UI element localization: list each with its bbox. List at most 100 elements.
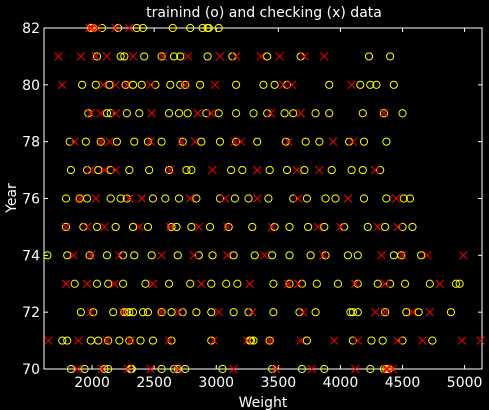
checking-point-x: [146, 80, 155, 90]
training-point-o: [176, 80, 185, 89]
training-point-o: [359, 194, 369, 203]
checking-point-x: [252, 165, 262, 175]
training-point-o: [289, 194, 298, 203]
checking-point-x: [148, 279, 158, 289]
training-point-o: [181, 80, 190, 89]
training-point-o: [197, 137, 206, 146]
training-point-o: [100, 364, 109, 374]
checking-point-x: [124, 23, 134, 33]
checking-point-x: [85, 23, 94, 33]
checking-point-x: [256, 52, 266, 61]
training-point-o: [122, 109, 131, 118]
checking-point-x: [173, 364, 183, 374]
training-point-o: [306, 251, 315, 260]
training-point-o: [86, 23, 95, 33]
training-point-o: [186, 279, 195, 288]
training-point-o: [174, 109, 184, 118]
checking-point-x: [54, 52, 63, 61]
checking-point-x: [165, 165, 175, 175]
training-point-o: [176, 52, 185, 61]
checking-point-x: [347, 80, 356, 90]
training-point-o: [172, 222, 181, 232]
checking-point-x: [423, 250, 432, 260]
checking-point-x: [61, 279, 71, 289]
training-point-o: [269, 279, 278, 288]
training-point-o: [84, 109, 93, 118]
checking-point-x: [92, 23, 102, 33]
training-point-o: [63, 251, 72, 260]
training-point-o: [265, 336, 274, 345]
checking-point-x: [100, 222, 109, 232]
checking-point-x: [102, 52, 112, 61]
checking-point-x: [111, 23, 121, 33]
training-point-o: [425, 279, 434, 288]
checking-point-x: [123, 364, 133, 374]
x-tick-label: 2000: [74, 375, 110, 391]
training-point-o: [320, 364, 329, 374]
training-point-o: [253, 137, 262, 146]
training-point-o: [169, 52, 179, 61]
training-point-o: [116, 52, 125, 61]
checking-point-x: [61, 222, 71, 232]
checking-point-x: [380, 307, 390, 317]
checking-point-x: [391, 194, 401, 203]
checking-point-x: [110, 279, 119, 289]
checking-point-x: [86, 307, 96, 317]
training-point-o: [135, 109, 144, 118]
training-point-o: [89, 308, 98, 317]
checking-point-x: [223, 250, 232, 260]
training-point-o: [63, 336, 72, 345]
training-point-o: [353, 308, 362, 317]
checking-point-x: [134, 222, 144, 232]
training-point-o: [399, 194, 408, 203]
checking-point-x: [91, 52, 101, 61]
training-point-o: [82, 194, 92, 203]
checking-point-x: [236, 137, 246, 147]
checking-point-x: [313, 222, 323, 232]
checking-point-x: [124, 194, 134, 203]
checking-point-x: [435, 279, 445, 289]
checking-point-x: [208, 165, 217, 175]
checking-point-x: [348, 137, 358, 147]
checking-point-x: [57, 80, 67, 90]
training-point-o: [285, 251, 294, 260]
training-point-o: [304, 222, 313, 232]
x-axis-ticks: 2000 2500 3000 3500 4000 4500 5000: [74, 28, 482, 391]
training-point-o: [358, 165, 367, 175]
training-point-o: [164, 165, 174, 175]
training-point-o: [112, 137, 121, 146]
training-point-o: [249, 336, 258, 345]
checking-point-x: [75, 194, 84, 203]
training-point-o: [187, 222, 196, 232]
training-point-o: [192, 308, 201, 317]
checking-point-x: [314, 165, 324, 175]
training-point-o: [125, 165, 134, 175]
checking-point-x: [111, 108, 121, 118]
checking-point-x: [194, 222, 204, 232]
checking-point-x: [146, 364, 155, 374]
training-point-o: [249, 109, 258, 118]
training-point-o: [414, 308, 423, 317]
training-point-o: [366, 80, 375, 89]
training-point-o: [167, 336, 176, 345]
training-point-o: [259, 80, 268, 89]
training-point-o: [264, 194, 273, 203]
checking-point-x: [180, 80, 190, 90]
training-point-o: [138, 23, 148, 33]
training-point-o: [178, 137, 187, 146]
training-point-o: [265, 165, 274, 175]
checking-point-x: [318, 250, 328, 260]
checking-point-x: [242, 336, 252, 345]
checking-point-x: [215, 52, 225, 61]
checking-point-x: [214, 307, 224, 317]
training-point-o: [203, 52, 212, 61]
training-point-o: [222, 279, 231, 288]
y-tick-label: 76: [22, 192, 40, 208]
y-axis-ticks: 70 72 74 76 78 80 82: [22, 21, 482, 378]
checking-point-x: [350, 364, 360, 374]
training-point-o: [143, 222, 153, 232]
training-point-o: [325, 109, 334, 118]
training-point-o: [268, 251, 277, 260]
training-point-o: [125, 308, 134, 317]
